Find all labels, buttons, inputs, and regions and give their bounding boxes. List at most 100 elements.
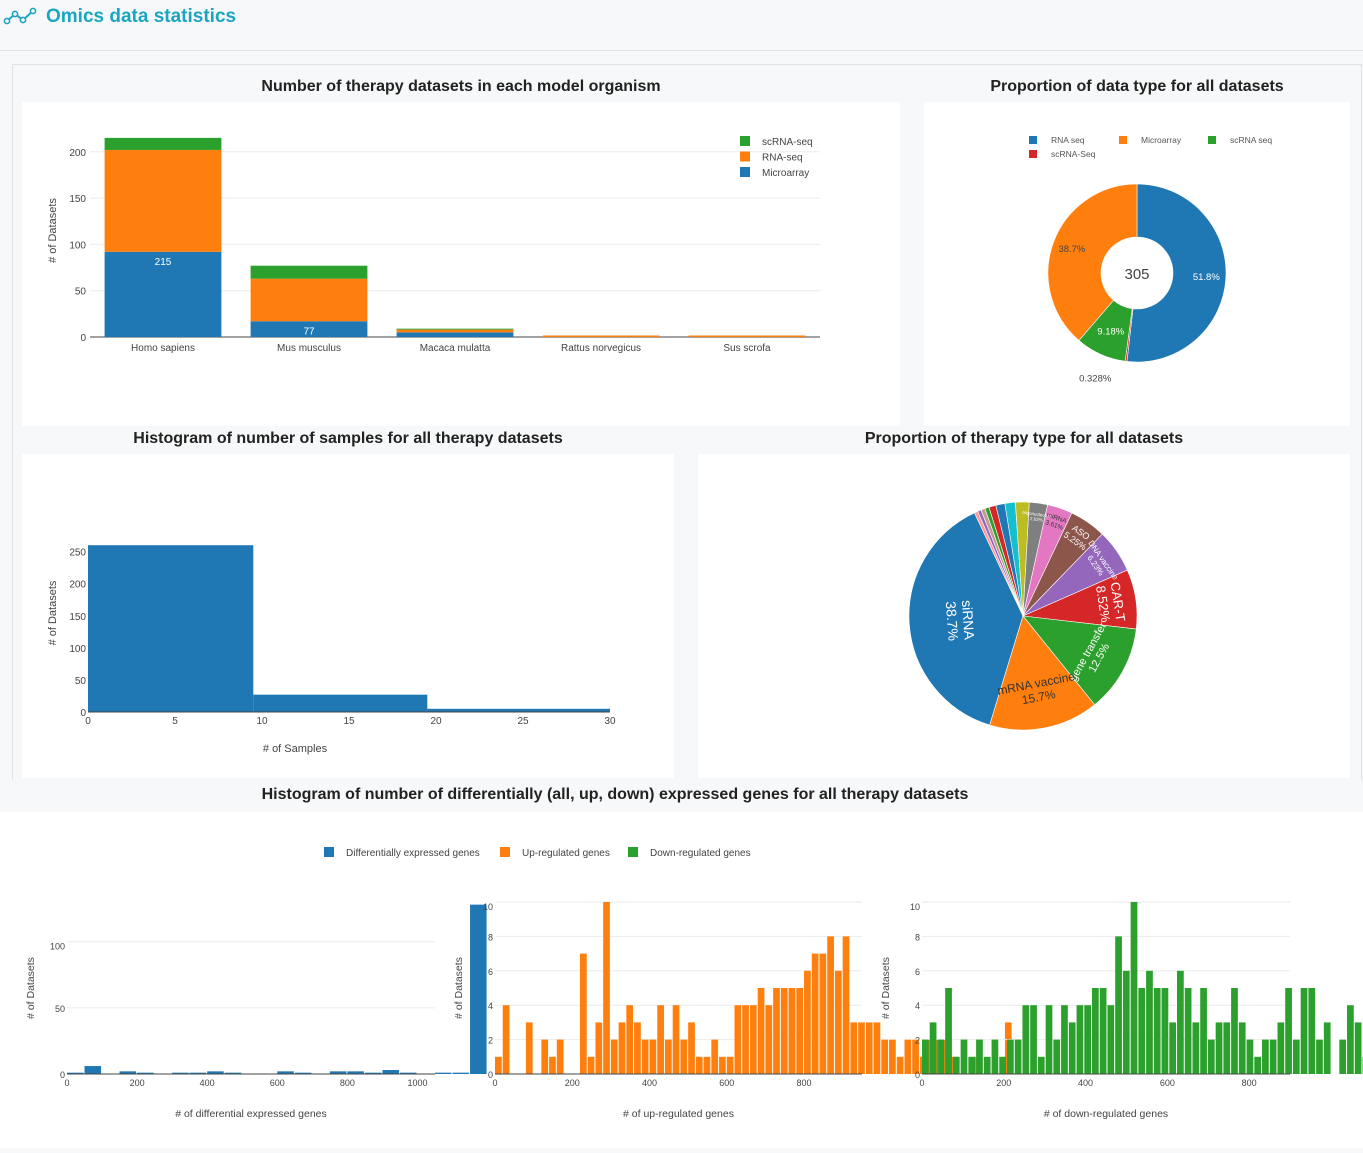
- histogram-bar: [1115, 936, 1122, 1074]
- y-tick-label: 10: [910, 902, 920, 912]
- histogram-bar: [1184, 988, 1192, 1074]
- histogram-bar: [1339, 1039, 1347, 1074]
- y-axis-title: # of Datasets: [880, 957, 892, 1019]
- x-tick-label: 0: [919, 1078, 924, 1088]
- y-axis-title: # of Datasets: [47, 198, 59, 263]
- x-tick-label: 25: [517, 716, 529, 727]
- histogram-bar: [556, 1039, 564, 1074]
- histogram-bar: [1246, 1039, 1254, 1074]
- histogram-bar: [364, 1072, 382, 1074]
- x-tick-label: 1000: [407, 1078, 427, 1088]
- x-tick-label: 0: [85, 716, 91, 727]
- histogram-bar: [834, 970, 842, 1074]
- y-tick-label: 10: [483, 902, 493, 912]
- x-tick-label: Homo sapiens: [131, 343, 195, 354]
- legend-swatch: [628, 847, 638, 857]
- legend-swatch: [740, 151, 750, 162]
- bar-segment: [104, 137, 222, 150]
- histogram-bar: [1215, 1022, 1223, 1074]
- histogram-bar: [382, 1070, 399, 1074]
- y-tick-label: 100: [69, 240, 86, 251]
- histogram-bar: [842, 936, 850, 1074]
- histogram-bar: [427, 708, 610, 712]
- slice-label: 0.328%: [1079, 373, 1112, 384]
- histogram-bar: [1007, 1039, 1014, 1074]
- histogram-bar: [329, 1071, 347, 1074]
- histogram-bar: [1130, 902, 1138, 1074]
- x-tick-label: 200: [565, 1078, 580, 1088]
- histogram-bar: [858, 1022, 865, 1074]
- y-axis-title: # of Datasets: [453, 957, 465, 1019]
- histogram-bar: [1161, 988, 1169, 1074]
- histogram-bar: [1223, 1022, 1231, 1074]
- histogram-bar: [1061, 1005, 1068, 1074]
- y-tick-label: 50: [55, 1004, 65, 1014]
- histogram-bar: [84, 1066, 102, 1074]
- y-tick-label: 100: [69, 644, 86, 655]
- histogram-bar: [1030, 1005, 1037, 1074]
- pie-slice: [908, 512, 1024, 726]
- legend-label: RNA-seq: [762, 153, 803, 164]
- histogram-bar: [983, 1056, 991, 1074]
- histogram-bar: [765, 1005, 773, 1074]
- y-tick-label: 6: [488, 967, 493, 977]
- legend-swatch: [1029, 150, 1037, 158]
- pie-slice: [1022, 615, 1137, 706]
- y-tick-label: 8: [488, 932, 493, 942]
- histogram-bar: [618, 1022, 626, 1074]
- legend-swatch: [1119, 136, 1127, 144]
- line-chart-icon: [3, 7, 37, 25]
- bar-segment: [396, 329, 514, 333]
- y-tick-label: 0: [488, 1070, 493, 1080]
- y-tick-label: 0: [915, 1070, 920, 1080]
- bar-segment: [250, 278, 368, 322]
- histogram-bar: [1200, 988, 1207, 1074]
- x-tick-label: 200: [996, 1078, 1011, 1088]
- legend-label: scRNA-Seq: [1051, 149, 1096, 159]
- histogram-bar: [1262, 1039, 1269, 1074]
- histogram-bar: [1122, 970, 1130, 1074]
- datatype-donut-chart: 305 51.8% 0.328% 9.18% 38.7% RNA seq Microarra…: [1029, 135, 1272, 384]
- histogram-bar: [634, 1022, 641, 1074]
- y-tick-label: 50: [75, 676, 87, 687]
- histogram-bar: [889, 1039, 896, 1074]
- bar-segment: [250, 321, 368, 337]
- histogram-bar: [595, 1022, 603, 1074]
- y-tick-label: 0: [80, 333, 86, 344]
- slice-value: 38.7%: [943, 601, 962, 642]
- histogram-bar: [804, 970, 811, 1074]
- bar-segment: [396, 328, 514, 330]
- y-tick-label: 2: [915, 1036, 920, 1046]
- histogram-bar: [788, 988, 796, 1074]
- histogram-bar: [172, 1072, 189, 1074]
- page-header: Omics data statistics: [0, 0, 1363, 51]
- histogram-bar: [502, 1005, 510, 1074]
- histogram-bar: [999, 1056, 1007, 1074]
- histogram-bar: [688, 1022, 695, 1074]
- legend-swatch: [324, 847, 334, 857]
- slice-value: 15.7%: [1021, 687, 1057, 707]
- legend-swatch: [740, 167, 750, 177]
- histogram-bar: [1138, 988, 1146, 1074]
- histogram-bar: [1014, 1039, 1022, 1074]
- histogram-bar: [734, 1005, 742, 1074]
- x-axis-title: # of down-regulated genes: [1044, 1108, 1168, 1120]
- pie-slice: [1047, 183, 1138, 341]
- samples-histogram: 0 50 100 150 200 250 0 5 10 15 20 25 30 # of Samples #…: [47, 545, 616, 755]
- histogram-bar: [579, 953, 587, 1074]
- legend-label: Microarray: [1141, 135, 1182, 145]
- pie-slice: [989, 615, 1096, 731]
- legend-swatch: [1029, 136, 1037, 144]
- histogram-bar: [641, 1039, 649, 1074]
- degs-chart-panel: Differentially expressed genes Up-regulat…: [0, 812, 1363, 1148]
- datatype-chart-panel: 305 51.8% 0.328% 9.18% 38.7% RNA seq Microarra…: [924, 102, 1350, 426]
- x-tick-label: 200: [130, 1078, 145, 1088]
- organism-chart-panel: 0 50 100 150 200 # of Datasets Homo sapiens Mus…: [22, 102, 900, 426]
- therapy-chart-title: Proportion of therapy type for all datas…: [864, 430, 1184, 447]
- histogram-bar: [937, 1039, 945, 1074]
- histogram-bar: [1045, 1005, 1053, 1074]
- histogram-bar: [881, 1039, 889, 1074]
- histogram-bar: [1177, 970, 1184, 1074]
- x-tick-label: 800: [1242, 1078, 1257, 1088]
